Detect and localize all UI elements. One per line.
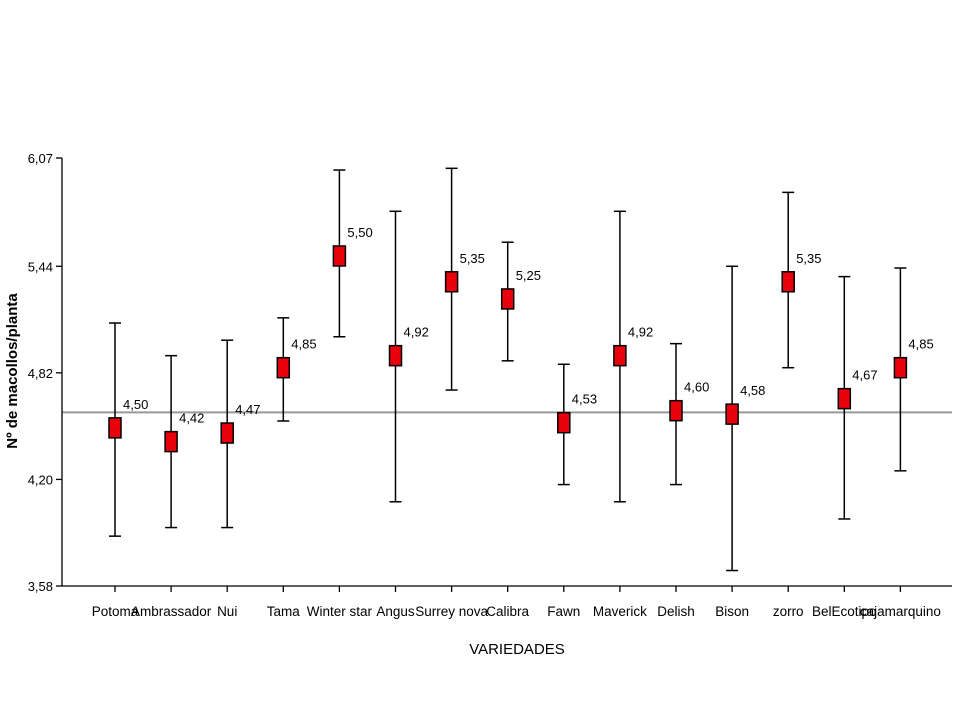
x-tick-label: Winter star xyxy=(307,604,373,619)
data-label: 4,92 xyxy=(404,325,429,340)
plot-area: 3,58 4,20 4,82 5,44 6,07 Potoma 4,50 Ambrassado… xyxy=(28,151,952,619)
y-tick-label: 3,58 xyxy=(28,579,53,594)
x-tick-label: Potoma xyxy=(92,604,139,619)
x-tick-label: zorro xyxy=(773,604,804,619)
x-tick-label: Maverick xyxy=(593,604,647,619)
data-label: 5,35 xyxy=(460,251,485,266)
data-label: 4,85 xyxy=(291,337,316,352)
data-label: 5,35 xyxy=(796,251,821,266)
mean-marker xyxy=(332,245,347,267)
x-axis-title: VARIEDADES xyxy=(469,641,565,658)
mean-marker xyxy=(108,417,122,439)
x-tick-label: cajamarquino xyxy=(860,604,941,619)
y-axis-title: Nº de macollos/planta xyxy=(4,293,21,449)
mean-marker xyxy=(781,271,795,293)
mean-marker xyxy=(220,422,234,444)
x-tick-label: Delish xyxy=(657,604,695,619)
data-label: 4,53 xyxy=(572,392,597,407)
mean-marker xyxy=(444,271,459,293)
x-tick-label: Calibra xyxy=(486,604,529,619)
x-tick-label: Tama xyxy=(267,604,301,619)
mean-marker xyxy=(725,403,739,425)
data-label: 5,25 xyxy=(516,268,541,283)
mean-marker xyxy=(669,399,683,422)
mean-marker xyxy=(164,430,178,453)
mean-marker xyxy=(613,344,627,367)
x-tick-label: BelEcotipo xyxy=(812,604,877,619)
data-label: 4,67 xyxy=(852,368,877,383)
x-tick-label: Nui xyxy=(217,604,237,619)
y-tick-label: 6,07 xyxy=(28,151,53,166)
data-label: 4,47 xyxy=(235,402,260,417)
x-tick-label: Ambrassador xyxy=(131,604,212,619)
x-tick-label: Fawn xyxy=(547,604,580,619)
mean-marker xyxy=(388,344,403,367)
y-tick-label: 4,20 xyxy=(28,472,53,487)
data-label: 4,92 xyxy=(628,325,653,340)
mean-marker xyxy=(893,356,908,379)
x-tick-label: Angus xyxy=(376,604,415,619)
data-label: 4,85 xyxy=(908,337,933,352)
mean-marker xyxy=(837,387,852,410)
data-label: 4,50 xyxy=(123,397,148,412)
data-label: 4,60 xyxy=(684,380,709,395)
y-tick-label: 4,82 xyxy=(28,366,53,381)
x-tick-label: Bison xyxy=(715,604,749,619)
data-label: 4,42 xyxy=(179,411,204,426)
mean-marker xyxy=(276,356,291,379)
data-label: 4,58 xyxy=(740,383,765,398)
data-label: 5,50 xyxy=(347,225,372,240)
x-tick-label: Surrey nova xyxy=(415,604,488,619)
mean-marker xyxy=(500,288,515,310)
mean-marker xyxy=(557,411,571,434)
y-tick-label: 5,44 xyxy=(28,259,53,274)
